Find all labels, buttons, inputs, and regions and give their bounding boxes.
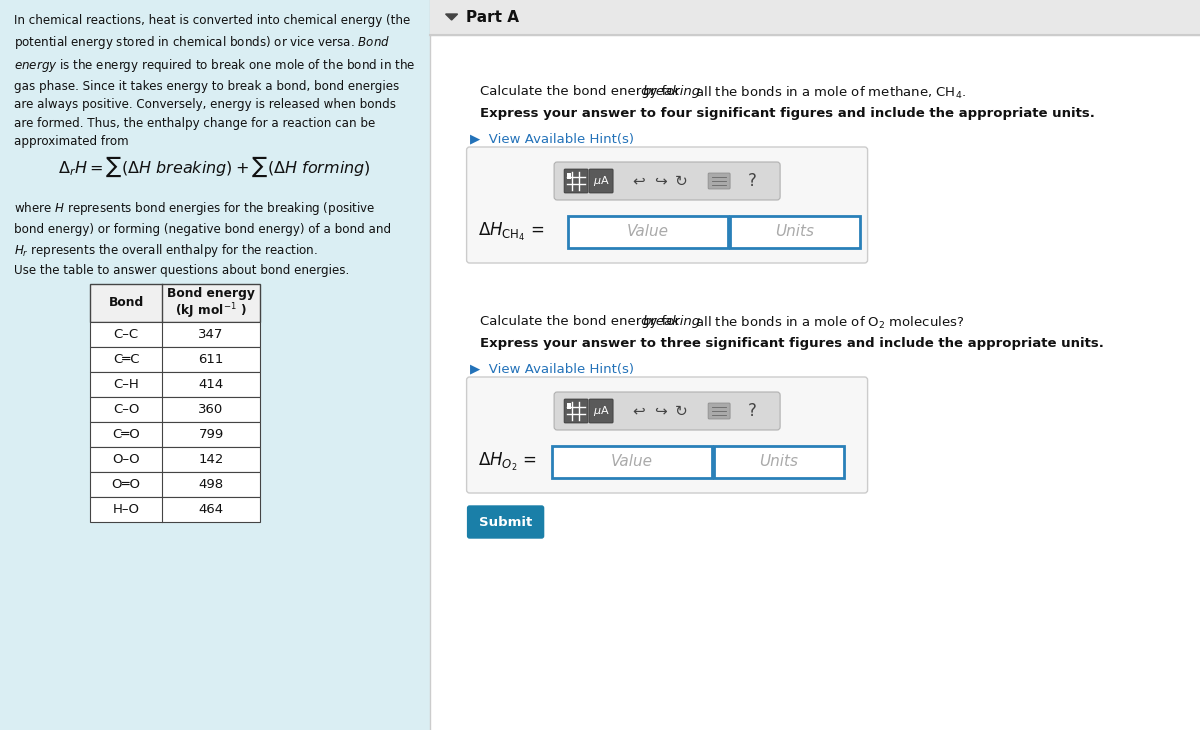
Text: Bond energy: Bond energy: [167, 288, 254, 301]
Text: breaking: breaking: [643, 315, 701, 328]
FancyBboxPatch shape: [430, 0, 1200, 35]
Text: ?: ?: [748, 172, 756, 190]
Text: Submit: Submit: [479, 515, 533, 529]
Text: ↻: ↻: [674, 404, 688, 418]
Text: Use the table to answer questions about bond energies.: Use the table to answer questions about …: [14, 264, 349, 277]
Text: breaking: breaking: [643, 85, 701, 98]
Text: ↪: ↪: [654, 404, 666, 418]
Text: ↪: ↪: [654, 174, 666, 188]
FancyBboxPatch shape: [90, 447, 260, 472]
Text: ↩: ↩: [632, 404, 646, 418]
FancyBboxPatch shape: [568, 173, 571, 179]
FancyBboxPatch shape: [554, 162, 780, 200]
Text: Units: Units: [760, 455, 798, 469]
Text: Express your answer to three significant figures and include the appropriate uni: Express your answer to three significant…: [480, 337, 1104, 350]
Text: all the bonds in a mole of methane, CH$_4$.: all the bonds in a mole of methane, CH$_…: [691, 85, 966, 101]
Text: ↻: ↻: [674, 174, 688, 188]
FancyBboxPatch shape: [90, 397, 260, 422]
FancyBboxPatch shape: [467, 377, 868, 493]
Text: In chemical reactions, heat is converted into chemical energy (the
potential ene: In chemical reactions, heat is converted…: [14, 14, 415, 148]
Text: 414: 414: [198, 378, 223, 391]
Text: Bond: Bond: [108, 296, 144, 310]
FancyBboxPatch shape: [467, 147, 868, 263]
Text: all the bonds in a mole of O$_2$ molecules?: all the bonds in a mole of O$_2$ molecul…: [691, 315, 964, 331]
Text: ▶  View Available Hint(s): ▶ View Available Hint(s): [469, 132, 634, 145]
Text: 799: 799: [198, 428, 223, 441]
FancyBboxPatch shape: [708, 403, 730, 419]
Text: 498: 498: [198, 478, 223, 491]
Text: C–O: C–O: [113, 403, 139, 416]
Text: O═O: O═O: [112, 478, 140, 491]
Text: ↩: ↩: [632, 174, 646, 188]
FancyBboxPatch shape: [90, 372, 260, 397]
Text: H–O: H–O: [113, 503, 139, 516]
Text: 347: 347: [198, 328, 223, 341]
Polygon shape: [445, 14, 457, 20]
Text: $\Delta H_{\mathrm{CH_4}}$ =: $\Delta H_{\mathrm{CH_4}}$ =: [478, 221, 544, 243]
Text: $\Delta H_{O_2}$ =: $\Delta H_{O_2}$ =: [478, 451, 536, 473]
Text: C═C: C═C: [113, 353, 139, 366]
Text: 464: 464: [198, 503, 223, 516]
Text: O–O: O–O: [112, 453, 140, 466]
FancyBboxPatch shape: [552, 446, 712, 478]
Text: Value: Value: [626, 225, 668, 239]
FancyBboxPatch shape: [714, 446, 844, 478]
Text: ▶  View Available Hint(s): ▶ View Available Hint(s): [469, 362, 634, 375]
Text: Part A: Part A: [466, 9, 518, 25]
Text: 611: 611: [198, 353, 223, 366]
Text: ?: ?: [748, 402, 756, 420]
FancyBboxPatch shape: [564, 169, 588, 193]
Text: 360: 360: [198, 403, 223, 416]
FancyBboxPatch shape: [568, 216, 727, 248]
FancyBboxPatch shape: [0, 0, 430, 730]
FancyBboxPatch shape: [90, 322, 260, 347]
Text: $\Delta_r H = \sum(\Delta H\ \mathit{breaking}) + \sum(\Delta H\ \mathit{forming: $\Delta_r H = \sum(\Delta H\ \mathit{bre…: [59, 155, 371, 180]
FancyBboxPatch shape: [90, 422, 260, 447]
FancyBboxPatch shape: [730, 216, 859, 248]
Text: Calculate the bond energy for: Calculate the bond energy for: [480, 85, 684, 98]
Text: 142: 142: [198, 453, 223, 466]
Text: Express your answer to four significant figures and include the appropriate unit: Express your answer to four significant …: [480, 107, 1094, 120]
FancyBboxPatch shape: [564, 399, 588, 423]
FancyBboxPatch shape: [554, 392, 780, 430]
Text: $\mu$A: $\mu$A: [593, 174, 610, 188]
Text: Value: Value: [611, 455, 653, 469]
Text: C–H: C–H: [113, 378, 139, 391]
Text: where $\mathit{H}$ represents bond energies for the breaking (positive
bond ener: where $\mathit{H}$ represents bond energ…: [14, 200, 391, 259]
Text: $\mu$A: $\mu$A: [593, 404, 610, 418]
Text: Units: Units: [775, 225, 814, 239]
FancyBboxPatch shape: [568, 403, 571, 409]
FancyBboxPatch shape: [589, 399, 613, 423]
Text: C═O: C═O: [112, 428, 140, 441]
Text: Calculate the bond energy for: Calculate the bond energy for: [480, 315, 684, 328]
FancyBboxPatch shape: [708, 173, 730, 189]
FancyBboxPatch shape: [589, 169, 613, 193]
Text: (kJ mol$^{-1}$ ): (kJ mol$^{-1}$ ): [175, 301, 247, 320]
FancyBboxPatch shape: [90, 472, 260, 497]
FancyBboxPatch shape: [430, 0, 1200, 730]
Text: C–C: C–C: [114, 328, 138, 341]
FancyBboxPatch shape: [90, 347, 260, 372]
FancyBboxPatch shape: [468, 506, 544, 538]
FancyBboxPatch shape: [90, 497, 260, 522]
FancyBboxPatch shape: [90, 284, 260, 322]
